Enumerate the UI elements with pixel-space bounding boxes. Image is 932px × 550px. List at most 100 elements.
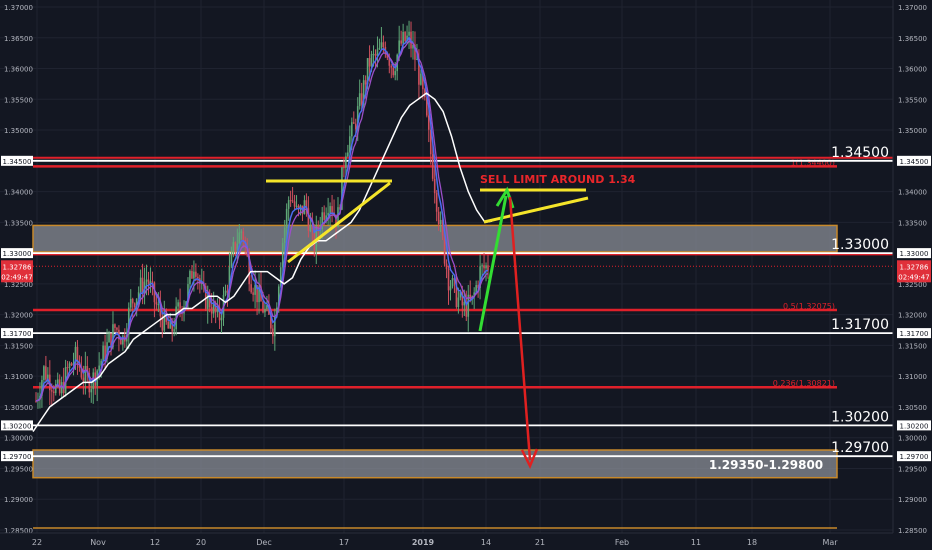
red-arrow (508, 196, 532, 461)
candle-body (122, 335, 124, 345)
candle-body (82, 377, 85, 382)
candle-body (427, 115, 430, 130)
candle-body (483, 265, 485, 269)
y-tick-label-left: 1.30000 (4, 435, 33, 443)
candle-body (408, 31, 410, 36)
axis-badge-left-text: 1.29700 (3, 453, 32, 461)
current-price-badge (1, 260, 33, 283)
candle-body (155, 302, 158, 305)
y-tick-label-left: 1.31000 (4, 373, 33, 381)
candle-body (426, 97, 428, 116)
y-tick-label: 1.35500 (898, 96, 927, 104)
candle-body (74, 346, 77, 364)
x-tick-label: Nov (90, 538, 106, 547)
candle-body (100, 360, 102, 366)
candle-body (291, 200, 294, 202)
axis-badge-text: 1.33000 (900, 250, 929, 258)
axis-badge-left (1, 420, 33, 431)
candle-body (343, 167, 345, 169)
y-tick-label-left: 1.36000 (4, 66, 33, 74)
candle-body (56, 379, 59, 385)
candle-body (149, 281, 152, 285)
candle-body (364, 80, 367, 85)
candle-body (487, 265, 489, 271)
candle-body (431, 154, 434, 179)
candle-body (270, 314, 272, 329)
candle-body (206, 294, 209, 309)
candle-body (441, 219, 444, 236)
candle-body (277, 286, 280, 308)
candle-body (433, 178, 436, 194)
level-label: 1.33000 (831, 237, 889, 253)
y-tick-label-left: 1.31500 (4, 342, 33, 350)
candle-body (445, 263, 448, 270)
y-tick-label: 1.37000 (898, 4, 927, 12)
x-tick-label: 21 (535, 538, 545, 547)
candle-body (226, 290, 229, 293)
candle-body (272, 328, 274, 337)
axis-badge-left-text: 1.30200 (3, 422, 32, 430)
candle-body (424, 89, 426, 98)
candle-body (181, 308, 183, 314)
y-tick-label-left: 1.33500 (4, 219, 33, 227)
y-tick-label-left: 1.32500 (4, 281, 33, 289)
candle-body (345, 156, 347, 168)
candle-body (435, 193, 438, 212)
candle-body (104, 345, 106, 360)
x-tick-label: 14 (481, 538, 491, 547)
x-tick-label: 22 (32, 538, 42, 547)
level-label: 1.30200 (831, 409, 889, 425)
y-tick-label: 1.28500 (898, 527, 927, 535)
x-tick-labels: 22 Nov 12 20 Dec 17 2019 14 21 Feb 11 18 Mar (32, 538, 838, 547)
candle-body (307, 208, 310, 231)
candle-body (112, 324, 114, 348)
candle-body (163, 310, 166, 331)
level-label: 1.29700 (831, 440, 889, 456)
candle-body (84, 366, 87, 382)
candle-body (248, 255, 250, 285)
candle-body (90, 389, 93, 393)
candle-body (242, 231, 245, 240)
candle-body (224, 290, 227, 295)
y-tick-label: 1.34000 (898, 189, 927, 197)
candle-body (416, 59, 418, 61)
candle-body (110, 333, 112, 348)
candle-body (116, 327, 118, 330)
candle-body (406, 35, 408, 41)
candle-body (354, 123, 357, 130)
candle-body (380, 42, 383, 48)
zones: 1.29350-1.29800 (32, 224, 838, 529)
green-arrow (478, 195, 508, 332)
candle-body (133, 303, 136, 308)
candle-body (191, 271, 193, 279)
candle-body (467, 294, 470, 317)
candle-body (352, 122, 355, 124)
candle-body (232, 242, 235, 254)
level-label: 1.31700 (831, 317, 889, 333)
red-arrow-head (520, 448, 539, 470)
y-tick-label: 1.30000 (898, 435, 927, 443)
candle-body (479, 266, 481, 288)
axis-badge-left (1, 155, 33, 166)
candle-body (331, 206, 333, 213)
moving-average (32, 35, 493, 432)
candle-body (335, 214, 337, 228)
y-tick-label-left: 1.35500 (4, 96, 33, 104)
x-tick-label: Feb (615, 538, 629, 547)
candle-body (477, 285, 479, 288)
y-tick-label: 1.32000 (898, 312, 927, 320)
candle-body (208, 294, 211, 308)
y-tick-label: 1.36000 (898, 66, 927, 74)
axis-badge (897, 248, 931, 259)
candle-body (459, 292, 462, 298)
candle-body (228, 266, 231, 293)
candle-body (327, 212, 329, 216)
x-tick-label: Mar (822, 538, 838, 547)
candle-body (179, 302, 181, 309)
candle-body (86, 366, 89, 373)
axis-badge (897, 420, 931, 431)
candle-body (285, 208, 288, 228)
axis-badge-left (1, 248, 33, 259)
candle-body (68, 363, 71, 368)
